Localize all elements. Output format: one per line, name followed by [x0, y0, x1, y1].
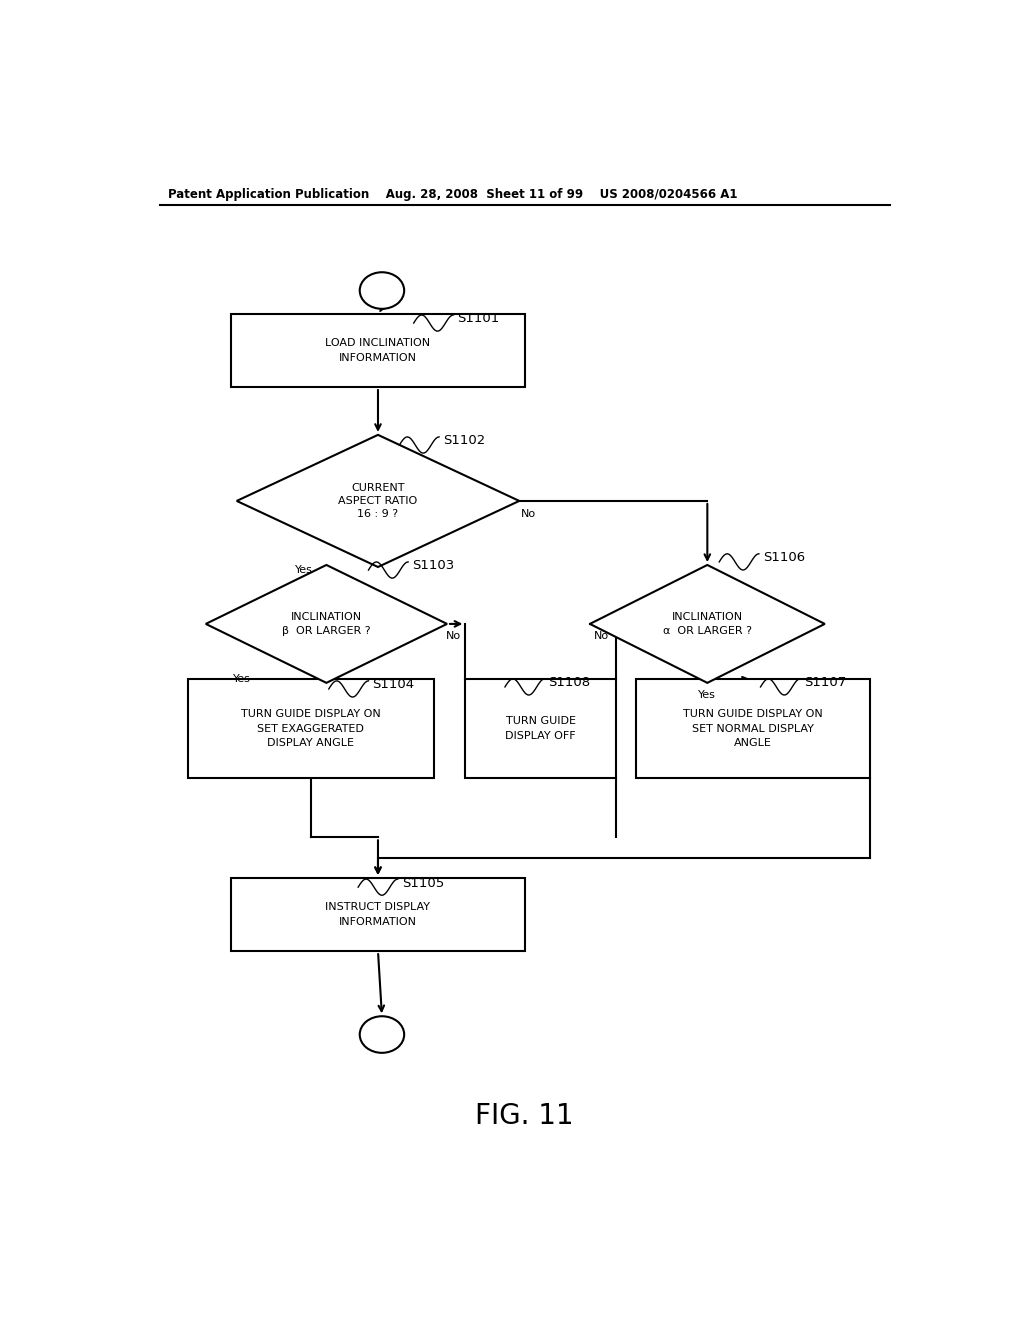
- Text: No: No: [521, 510, 537, 519]
- FancyBboxPatch shape: [465, 678, 616, 779]
- Text: S1101: S1101: [458, 313, 500, 326]
- Text: Patent Application Publication    Aug. 28, 2008  Sheet 11 of 99    US 2008/02045: Patent Application Publication Aug. 28, …: [168, 189, 737, 202]
- Polygon shape: [590, 565, 824, 682]
- Text: TURN GUIDE DISPLAY ON
SET EXAGGERATED
DISPLAY ANGLE: TURN GUIDE DISPLAY ON SET EXAGGERATED DI…: [241, 709, 380, 748]
- Text: S1104: S1104: [373, 678, 415, 692]
- Text: S1106: S1106: [763, 552, 805, 565]
- Text: TURN GUIDE
DISPLAY OFF: TURN GUIDE DISPLAY OFF: [506, 717, 575, 741]
- Text: S1107: S1107: [804, 676, 847, 689]
- Polygon shape: [206, 565, 447, 682]
- Text: INCLINATION
α  OR LARGER ?: INCLINATION α OR LARGER ?: [663, 612, 752, 635]
- FancyBboxPatch shape: [636, 678, 870, 779]
- Text: FIG. 11: FIG. 11: [475, 1102, 574, 1130]
- Text: No: No: [594, 631, 609, 642]
- Text: INCLINATION
β  OR LARGER ?: INCLINATION β OR LARGER ?: [282, 612, 371, 635]
- FancyBboxPatch shape: [187, 678, 433, 779]
- Text: CURRENT
ASPECT RATIO
16 : 9 ?: CURRENT ASPECT RATIO 16 : 9 ?: [338, 483, 418, 519]
- Ellipse shape: [359, 272, 404, 309]
- Text: No: No: [445, 631, 461, 642]
- FancyBboxPatch shape: [231, 878, 524, 952]
- Text: Yes: Yes: [232, 673, 251, 684]
- Polygon shape: [237, 434, 519, 568]
- Text: S1102: S1102: [443, 434, 485, 447]
- Text: Yes: Yes: [295, 565, 313, 576]
- FancyBboxPatch shape: [231, 314, 524, 387]
- Text: LOAD INCLINATION
INFORMATION: LOAD INCLINATION INFORMATION: [326, 338, 430, 363]
- Text: INSTRUCT DISPLAY
INFORMATION: INSTRUCT DISPLAY INFORMATION: [326, 902, 430, 927]
- Text: TURN GUIDE DISPLAY ON
SET NORMAL DISPLAY
ANGLE: TURN GUIDE DISPLAY ON SET NORMAL DISPLAY…: [683, 709, 823, 748]
- Text: S1103: S1103: [412, 560, 455, 573]
- Text: S1105: S1105: [401, 876, 444, 890]
- Ellipse shape: [359, 1016, 404, 1053]
- Text: S1108: S1108: [549, 676, 591, 689]
- Text: Yes: Yes: [698, 690, 716, 700]
